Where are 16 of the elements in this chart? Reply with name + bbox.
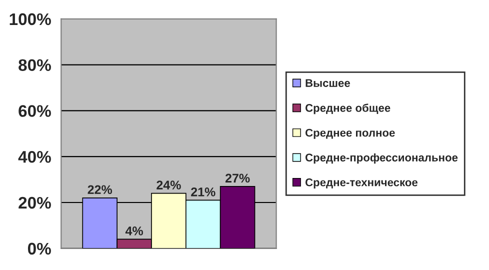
legend-label: Среднее общее (305, 104, 390, 114)
y-tick-label: 80% (18, 59, 51, 72)
legend-label: Средне-профессиональное (305, 153, 458, 164)
y-tick-label: 0% (28, 242, 51, 255)
data-label: 22% (88, 185, 112, 194)
legend-label: Высшее (306, 79, 350, 87)
data-label: 27% (225, 174, 250, 183)
legend-label: Средне-техническое (305, 178, 418, 188)
y-tick-label: 20% (18, 196, 51, 209)
y-tick-label: 60% (18, 105, 51, 117)
data-label: 24% (156, 180, 181, 190)
data-label: 21% (191, 187, 216, 196)
legend-label: Среднее полное (305, 128, 395, 139)
data-label: 4% (125, 226, 143, 236)
y-tick-label: 100% (10, 13, 51, 26)
y-tick-label: 40% (18, 151, 51, 163)
